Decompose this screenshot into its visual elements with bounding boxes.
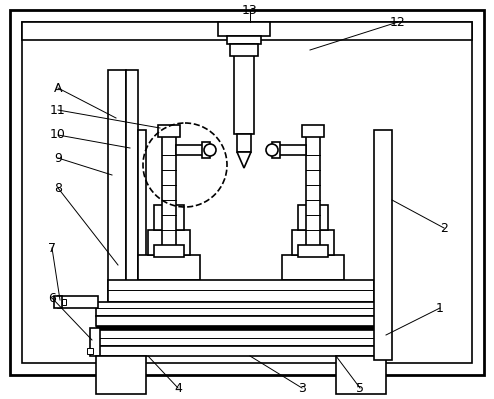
- Text: 8: 8: [54, 182, 62, 194]
- Bar: [96, 302, 386, 316]
- Bar: [108, 70, 126, 300]
- Text: 2: 2: [440, 221, 448, 235]
- Circle shape: [266, 144, 278, 156]
- Bar: [282, 255, 344, 280]
- Text: 13: 13: [242, 4, 258, 16]
- Bar: [234, 44, 254, 134]
- Bar: [148, 230, 190, 255]
- Circle shape: [204, 144, 216, 156]
- Bar: [138, 255, 200, 280]
- Bar: [126, 70, 138, 300]
- Bar: [158, 125, 180, 137]
- Bar: [58, 296, 98, 308]
- Bar: [90, 328, 100, 356]
- Bar: [202, 142, 210, 158]
- Bar: [306, 130, 320, 255]
- Text: A: A: [54, 81, 62, 95]
- Bar: [176, 145, 206, 155]
- Bar: [54, 296, 62, 308]
- Bar: [374, 130, 392, 360]
- Text: 3: 3: [298, 381, 306, 395]
- Bar: [154, 245, 184, 257]
- Bar: [230, 44, 258, 56]
- Bar: [96, 316, 386, 326]
- Bar: [96, 330, 386, 346]
- Bar: [302, 125, 324, 137]
- Bar: [138, 130, 146, 300]
- Bar: [218, 22, 270, 36]
- Bar: [108, 280, 374, 302]
- Bar: [154, 205, 184, 230]
- Bar: [292, 230, 334, 255]
- Text: 10: 10: [50, 128, 66, 142]
- Bar: [276, 145, 306, 155]
- Text: 9: 9: [54, 152, 62, 164]
- Polygon shape: [237, 152, 251, 168]
- Bar: [96, 356, 146, 394]
- Text: 5: 5: [356, 381, 364, 395]
- Text: 11: 11: [50, 103, 66, 117]
- Bar: [298, 205, 328, 230]
- Bar: [62, 299, 66, 305]
- Bar: [22, 22, 472, 40]
- Bar: [96, 326, 386, 330]
- Text: 7: 7: [48, 241, 56, 255]
- Text: 4: 4: [174, 381, 182, 395]
- Bar: [22, 22, 472, 363]
- Text: 12: 12: [390, 16, 406, 28]
- Text: 1: 1: [436, 302, 444, 314]
- Bar: [162, 130, 176, 255]
- Bar: [87, 348, 93, 354]
- Bar: [227, 36, 261, 44]
- Bar: [96, 346, 386, 356]
- Bar: [336, 356, 386, 394]
- Text: 6: 6: [48, 292, 56, 304]
- Bar: [272, 142, 280, 158]
- Bar: [237, 134, 251, 152]
- Bar: [298, 245, 328, 257]
